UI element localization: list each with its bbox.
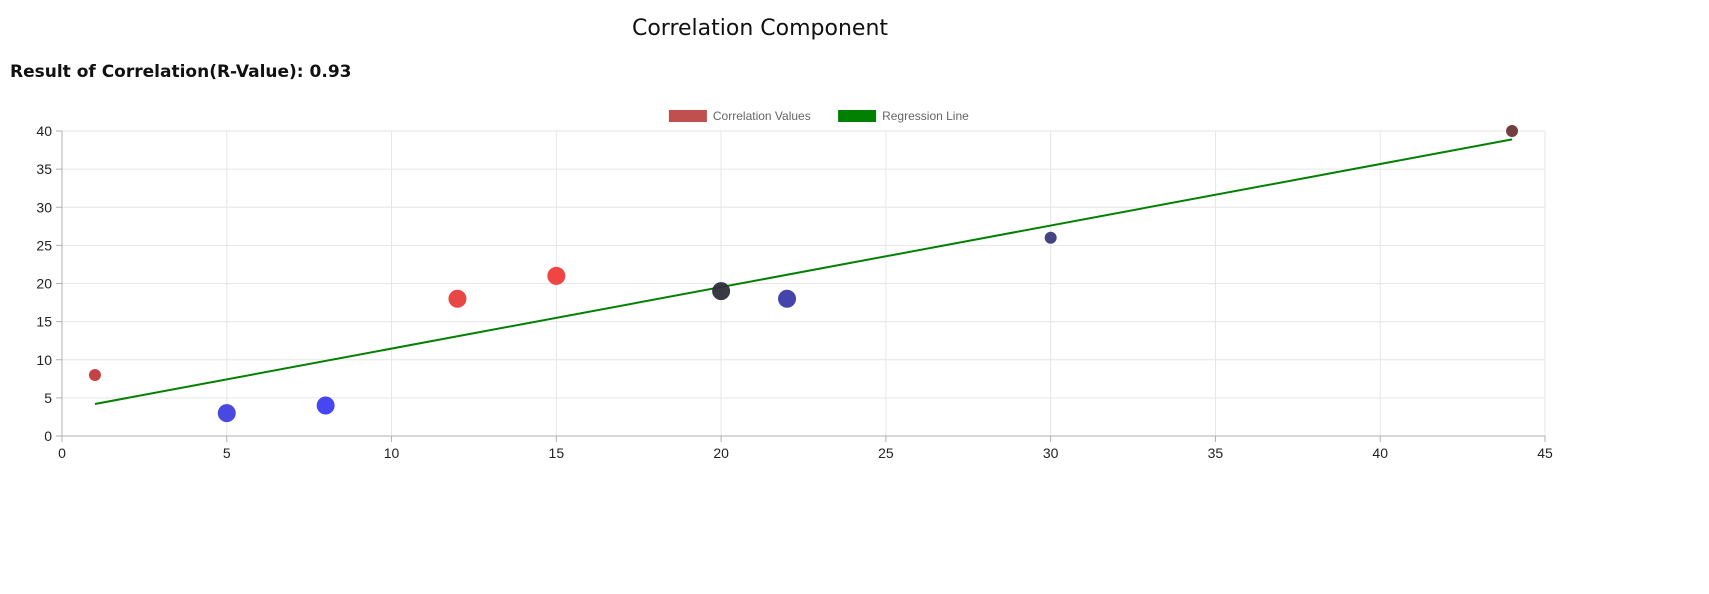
x-tick-label: 35 [1208, 445, 1224, 461]
regression-line [94, 138, 1513, 405]
x-tick-label: 30 [1043, 445, 1059, 461]
correlation-result-label: Result of Correlation(R-Value): [10, 62, 304, 82]
x-tick-label: 10 [384, 445, 400, 461]
legend-swatch [668, 110, 707, 122]
correlation-result-value: 0.93 [309, 62, 352, 82]
legend-label: Correlation Values [713, 109, 811, 123]
x-tick-label: 20 [713, 445, 729, 461]
y-tick-label: 20 [36, 276, 52, 292]
chart-grid [62, 130, 1546, 436]
x-tick-label: 45 [1537, 445, 1553, 461]
x-tick-label: 40 [1372, 445, 1388, 461]
scatter-point [778, 289, 797, 308]
scatter-point [88, 369, 101, 381]
correlation-result: Result of Correlation(R-Value): 0.93 [10, 62, 351, 82]
legend-label: Regression Line [882, 109, 969, 123]
x-tick-label: 25 [878, 445, 894, 461]
x-tick-label: 0 [58, 445, 66, 461]
y-tick-label: 25 [36, 237, 52, 253]
y-tick-label: 0 [44, 428, 52, 444]
legend-swatch [838, 110, 877, 122]
scatter-point [1044, 231, 1057, 244]
scatter-point [547, 266, 566, 285]
y-tick-label: 15 [36, 314, 52, 330]
scatter-point [1506, 125, 1519, 137]
x-tick-label: 15 [549, 445, 565, 461]
scatter-point [316, 396, 335, 415]
y-tick-label: 40 [36, 123, 52, 139]
x-tick-label: 5 [223, 445, 231, 461]
chart-axes [56, 131, 1545, 442]
scatter-point [217, 404, 236, 423]
chart-points [88, 125, 1519, 423]
y-tick-label: 30 [36, 199, 52, 215]
y-tick-label: 5 [44, 390, 52, 406]
scatter-point [712, 282, 731, 301]
page-title: Correlation Component [631, 16, 889, 41]
y-tick-label: 10 [36, 352, 52, 368]
chart-ticks: 0 5 10 15 20 25 30 35 40 45 0 5 10 15 20 25 30 35 40 [36, 123, 1553, 461]
scatter-point [448, 289, 467, 308]
chart-legend: Correlation Values Regression Line [668, 109, 969, 123]
chart-lines [94, 138, 1513, 405]
y-tick-label: 35 [36, 161, 52, 177]
